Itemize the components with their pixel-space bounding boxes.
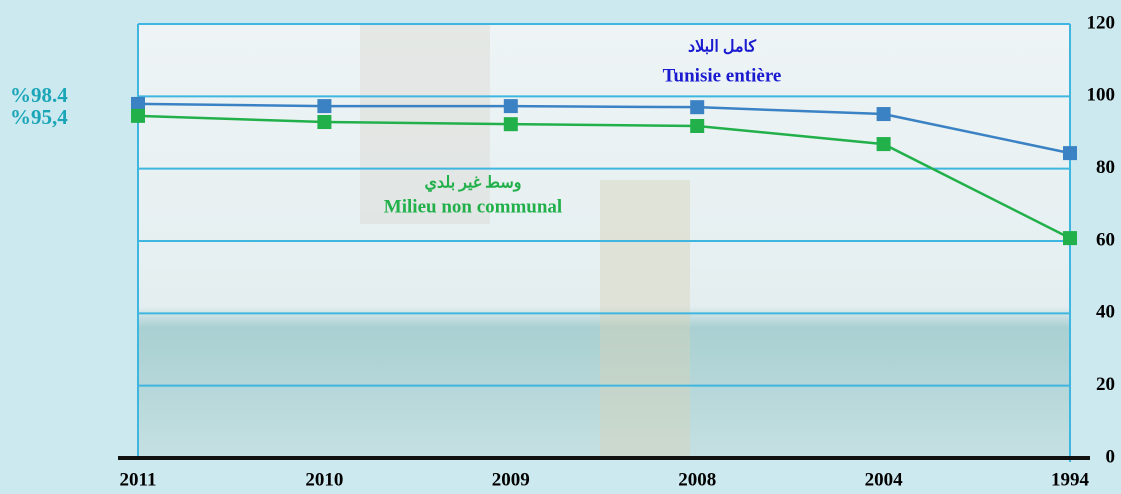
marker [1063, 146, 1077, 161]
legend-label: كامل البلاد [688, 39, 756, 56]
annotation: %98.4 [10, 83, 68, 107]
legend-label: Tunisie entière [663, 65, 782, 86]
x-tick-label: 2009 [492, 469, 530, 490]
marker [690, 100, 705, 115]
y-tick-label: 80 [1096, 157, 1115, 178]
y-tick-label: 20 [1096, 374, 1115, 395]
y-tick-label: 100 [1087, 85, 1116, 106]
annotation: %95,4 [10, 105, 68, 129]
legend-label: وسط غير بلدي [424, 175, 521, 193]
marker [876, 107, 891, 122]
marker [503, 99, 518, 114]
x-tick-label: 2011 [120, 469, 157, 490]
series-line [137, 114, 1071, 240]
x-tick-label: 1994 [1051, 469, 1090, 490]
marker [503, 117, 518, 132]
y-tick-label: 60 [1096, 229, 1115, 250]
marker [131, 108, 145, 123]
x-tick-label: 2008 [678, 469, 716, 490]
y-tick-label: 0 [1106, 446, 1116, 467]
x-tick-label: 2010 [305, 469, 343, 490]
marker [317, 115, 332, 130]
background-shape [600, 180, 690, 458]
series-line [137, 102, 1071, 155]
marker [1063, 231, 1077, 246]
y-tick-label: 120 [1087, 12, 1116, 33]
x-tick-label: 2004 [865, 469, 904, 490]
marker [131, 96, 145, 111]
marker [317, 99, 332, 114]
marker [876, 137, 891, 152]
legend-label: Milieu non communal [384, 196, 562, 217]
marker [690, 118, 705, 133]
y-tick-label: 40 [1096, 302, 1115, 323]
